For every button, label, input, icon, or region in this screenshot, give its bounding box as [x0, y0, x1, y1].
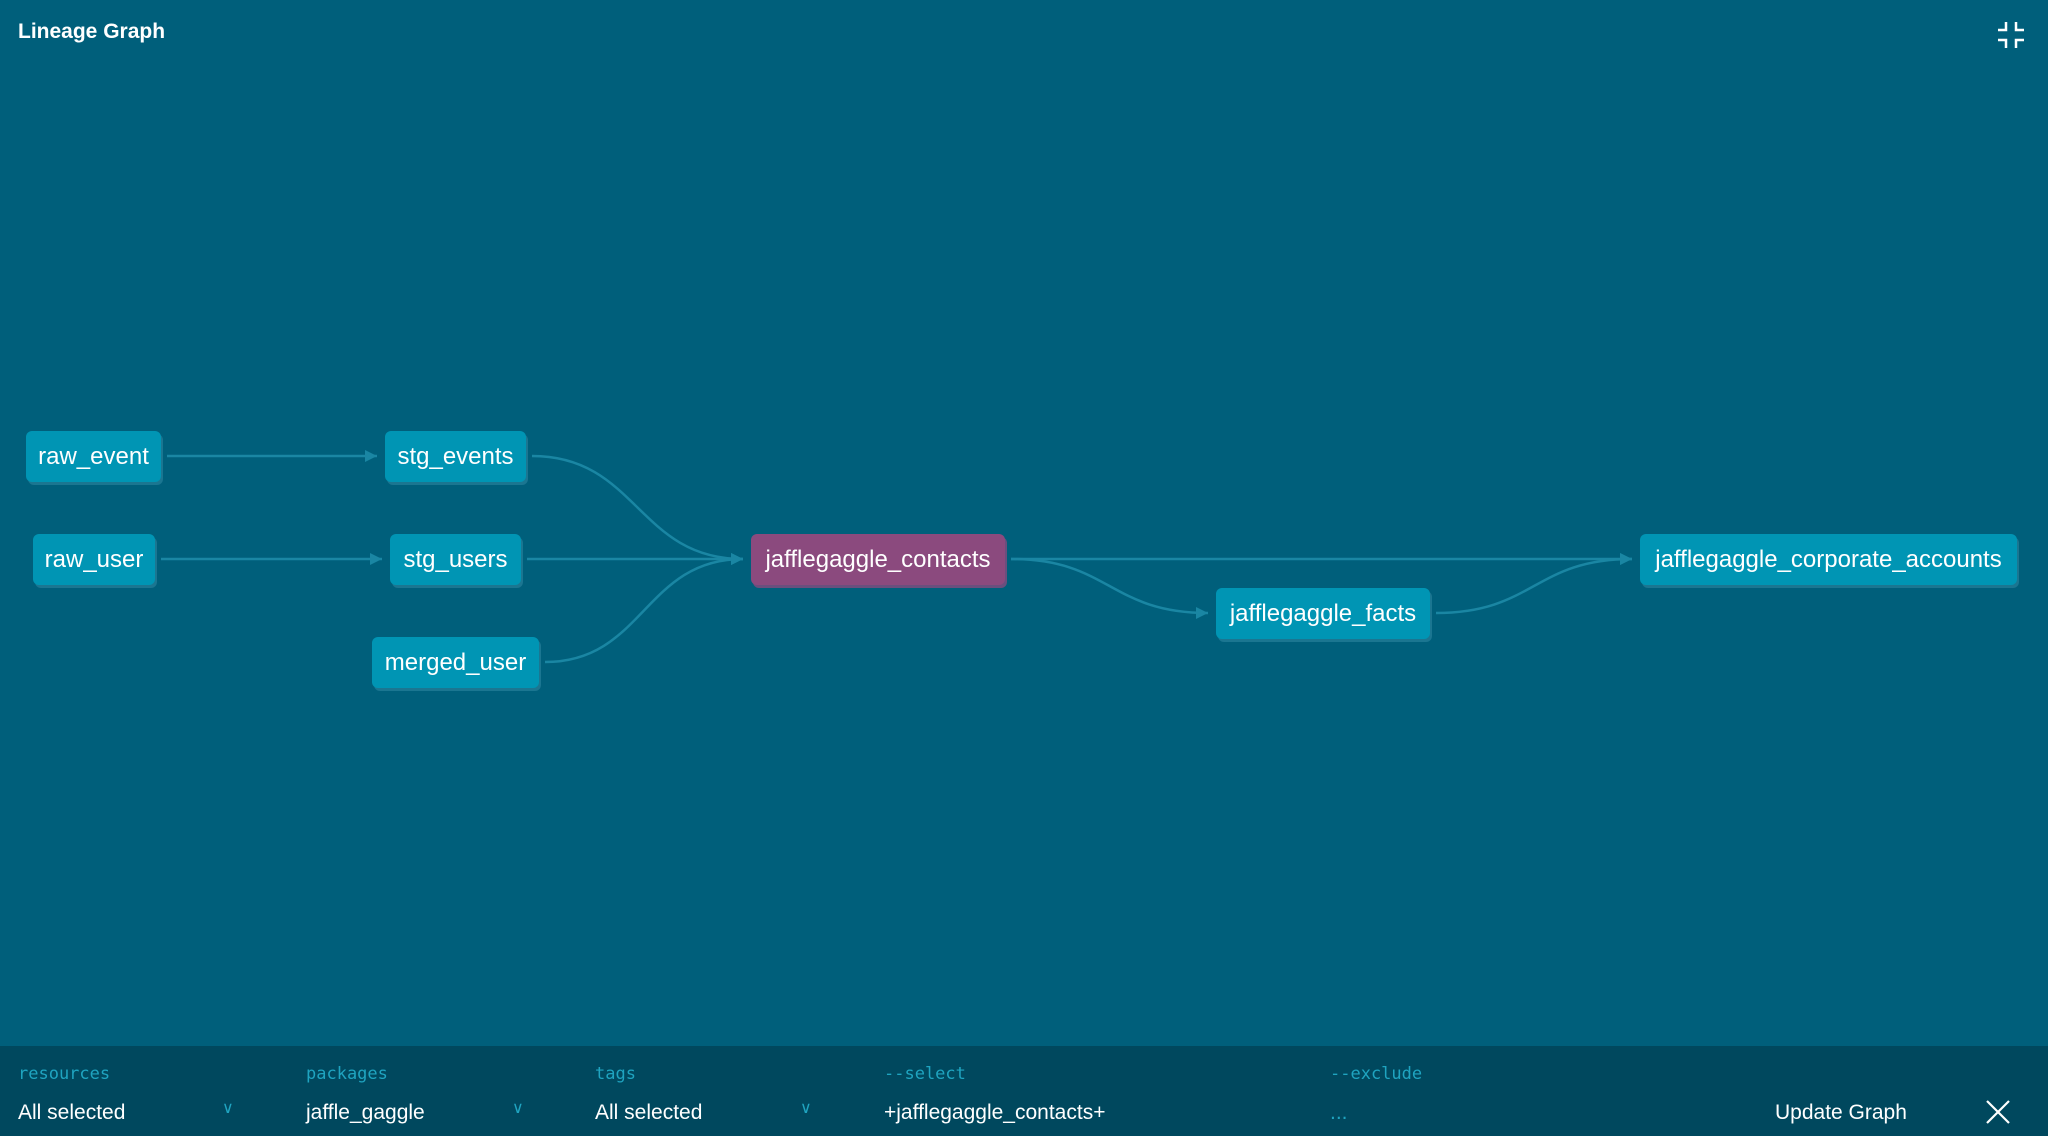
- chevron-down-icon[interactable]: ∨: [512, 1100, 524, 1117]
- tags-label: tags: [595, 1064, 636, 1084]
- page-title: Lineage Graph: [18, 20, 166, 43]
- toolbar: resources All selected ∨ packages jaffle…: [0, 1046, 2048, 1136]
- exclude-input[interactable]: ...: [1330, 1101, 1348, 1124]
- resources-select[interactable]: All selected: [18, 1101, 126, 1124]
- edge-jafflegaggle_facts-jafflegaggle_corporate_accounts: [1435, 557, 1633, 615]
- chevron-down-icon[interactable]: ∨: [222, 1100, 234, 1117]
- arrowhead: [365, 450, 377, 462]
- tags-select[interactable]: All selected: [595, 1101, 703, 1124]
- node-merged-user[interactable]: merged_user: [372, 637, 539, 688]
- node-stg-users[interactable]: stg_users: [390, 534, 521, 585]
- node-stg-events[interactable]: stg_events: [385, 431, 526, 482]
- arrowhead: [1196, 607, 1208, 619]
- resources-label: resources: [18, 1064, 111, 1084]
- node-jafflegaggle-contacts[interactable]: jafflegaggle_contacts: [751, 534, 1005, 585]
- exclude-label: --exclude: [1330, 1064, 1423, 1084]
- chevron-down-icon[interactable]: ∨: [800, 1100, 812, 1117]
- arrowhead: [731, 553, 743, 565]
- node-jafflegaggle-facts[interactable]: jafflegaggle_facts: [1216, 588, 1430, 639]
- packages-label: packages: [306, 1064, 388, 1084]
- edge-stg_events-jafflegaggle_contacts: [531, 454, 744, 561]
- node-raw-user[interactable]: raw_user: [33, 534, 155, 585]
- edges-layer: [160, 450, 1633, 664]
- node-raw-event[interactable]: raw_event: [26, 431, 161, 482]
- collapse-icon[interactable]: [1996, 20, 2026, 50]
- edge-jafflegaggle_contacts-jafflegaggle_facts: [1010, 557, 1209, 615]
- packages-select[interactable]: jaffle_gaggle: [306, 1101, 425, 1124]
- close-icon[interactable]: [1984, 1098, 2012, 1126]
- arrowhead: [370, 553, 382, 565]
- update-graph-button[interactable]: Update Graph: [1775, 1101, 1907, 1124]
- edge-merged_user-jafflegaggle_contacts: [544, 557, 744, 664]
- select-input[interactable]: +jafflegaggle_contacts+: [884, 1101, 1106, 1124]
- node-jafflegaggle-corporate-accounts[interactable]: jafflegaggle_corporate_accounts: [1640, 534, 2017, 585]
- select-label: --select: [884, 1064, 966, 1084]
- arrowhead: [1620, 553, 1632, 565]
